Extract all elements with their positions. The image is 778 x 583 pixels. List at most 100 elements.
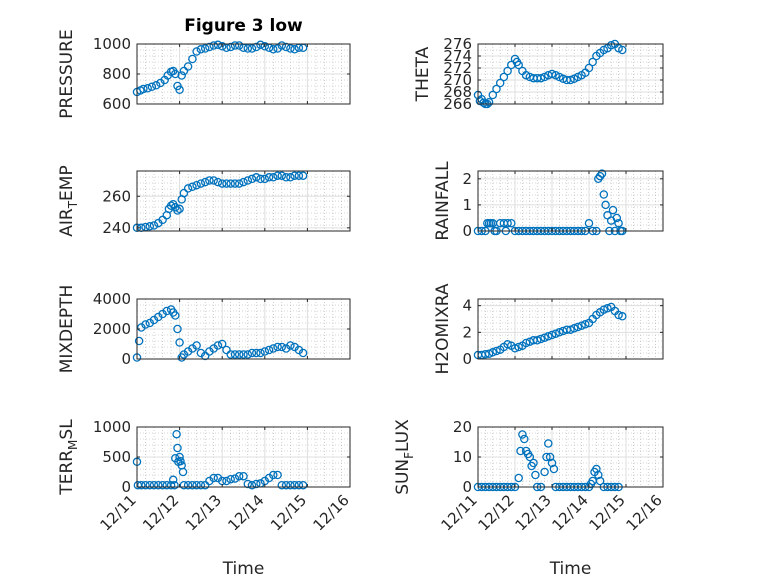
data-point [298, 348, 308, 358]
data-point [499, 72, 509, 82]
data-point [192, 341, 201, 350]
data-point [176, 456, 185, 466]
data-point [488, 348, 498, 357]
data-point [277, 342, 287, 352]
data-point [178, 467, 188, 477]
data-point [226, 350, 235, 359]
y-tick-label: 2 [462, 170, 472, 188]
data-point [192, 180, 201, 190]
data-point [173, 324, 182, 334]
data-point [239, 350, 248, 359]
data-point [298, 480, 308, 490]
data-point [495, 78, 505, 88]
y-tick-label: 0 [121, 478, 131, 496]
data-point [230, 41, 240, 50]
data-point [188, 182, 197, 192]
x-axis-label: Time [222, 559, 265, 579]
data-point [606, 40, 616, 50]
plot-area [137, 171, 350, 231]
data-point [247, 174, 257, 184]
data-point [209, 41, 218, 50]
data-point [547, 69, 557, 79]
data-point [492, 346, 501, 356]
data-point [175, 85, 184, 95]
data-point [286, 44, 295, 53]
y-axis-label: RAINFALL [433, 161, 453, 241]
data-point [514, 60, 523, 70]
data-point [183, 184, 193, 193]
data-point [213, 40, 223, 50]
figure-title: Figure 3 low [184, 16, 303, 36]
data-point [239, 471, 248, 481]
y-tick-label: 20 [453, 418, 472, 436]
data-series [473, 302, 627, 360]
y-tick-label: 0 [121, 350, 131, 368]
data-point [183, 480, 193, 490]
data-point [514, 342, 523, 352]
data-point [234, 350, 244, 359]
data-point [595, 476, 605, 486]
y-tick-label: 270 [443, 71, 472, 89]
data-point [247, 44, 257, 53]
data-point [217, 339, 227, 349]
axes-box [477, 43, 664, 105]
data-point [260, 347, 270, 356]
x-axis-label: Time [549, 559, 592, 579]
data-point [618, 312, 627, 321]
y-tick-label: 800 [102, 65, 131, 83]
data-point [290, 171, 299, 180]
data-point [264, 345, 274, 355]
data-point [243, 176, 253, 185]
data-point [540, 333, 549, 342]
data-point [281, 173, 291, 182]
data-point [217, 42, 227, 51]
data-point [277, 171, 287, 180]
data-point [175, 452, 184, 462]
subplot-air-temp: 240 260 AIRTEMP [57, 165, 351, 237]
data-point [588, 57, 597, 67]
data-point [196, 45, 206, 54]
data-point [137, 480, 146, 490]
data-point [277, 480, 287, 490]
data-point [269, 173, 278, 182]
data-point [175, 204, 184, 214]
y-axis-label: THETA [413, 46, 433, 102]
data-point [247, 348, 257, 358]
data-point [141, 480, 150, 490]
data-point [544, 332, 553, 341]
data-point [536, 73, 546, 83]
data-point [188, 480, 197, 490]
data-point [252, 479, 261, 489]
data-point [525, 452, 535, 462]
tick-marks [136, 426, 351, 488]
data-point [147, 82, 157, 92]
y-axis-label: PRESSURE [57, 29, 77, 118]
data-point [273, 171, 282, 180]
data-point [264, 173, 274, 182]
data-point [510, 344, 520, 353]
data-point [247, 480, 257, 490]
data-point [145, 480, 155, 490]
data-point [158, 215, 167, 225]
data-point [294, 480, 304, 490]
y-tick-label: 268 [443, 83, 472, 101]
data-point [547, 330, 557, 340]
data-point [188, 54, 197, 64]
data-point [492, 84, 501, 94]
data-point [173, 443, 182, 453]
data-point [503, 340, 512, 349]
data-point [168, 475, 178, 485]
data-point [234, 41, 244, 50]
data-point [252, 348, 261, 358]
data-point [507, 218, 516, 228]
data-point [532, 336, 542, 345]
data-point [196, 179, 206, 188]
data-point [196, 480, 206, 490]
data-point [544, 439, 553, 448]
tick-marks [136, 171, 351, 231]
major-grid [136, 171, 351, 231]
y-tick-label: 272 [443, 59, 472, 77]
data-point [281, 42, 291, 52]
